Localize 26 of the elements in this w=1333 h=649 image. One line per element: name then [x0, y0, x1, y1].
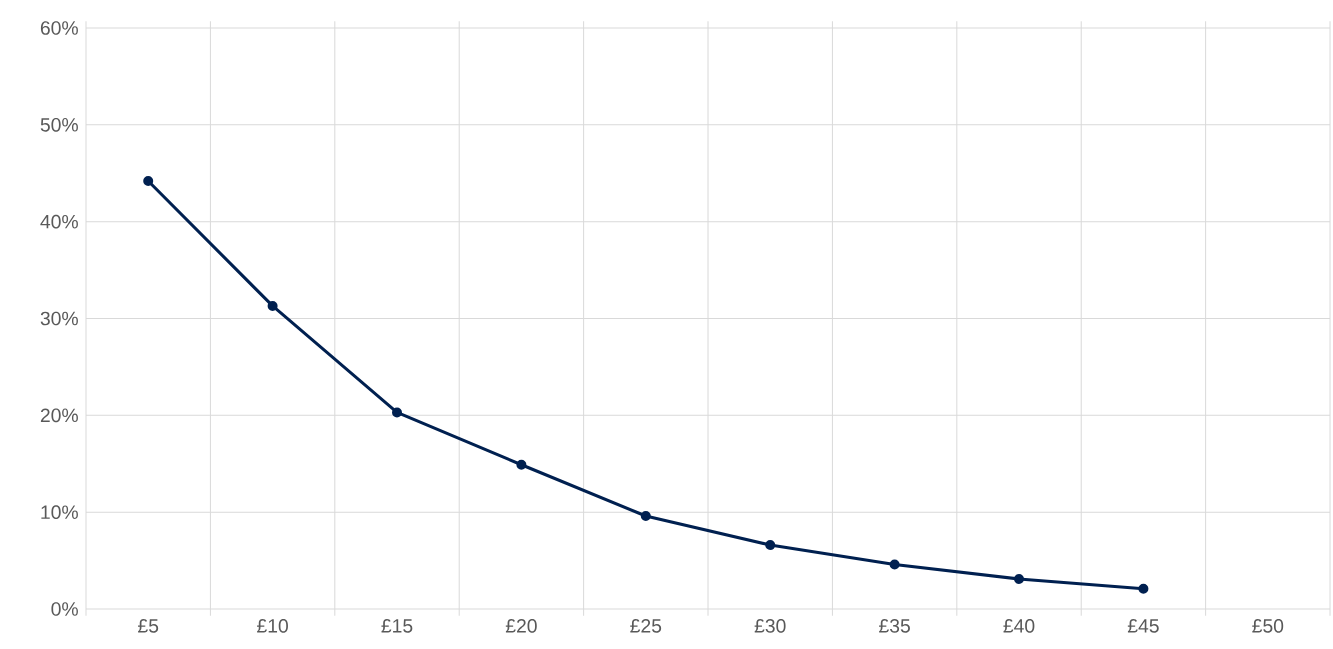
point	[267, 300, 278, 311]
x-tick-label: £5	[137, 619, 159, 633]
x-tick-label: £20	[505, 619, 537, 633]
x-tick-label: £10	[257, 619, 288, 633]
point	[516, 459, 527, 470]
point	[1138, 583, 1149, 594]
x-tick-label: £50	[1252, 619, 1284, 633]
point	[1014, 573, 1025, 584]
y-tick-label: 10%	[41, 505, 78, 520]
x-tick-label: £30	[754, 619, 786, 633]
point	[143, 175, 154, 186]
y-tick-label: 0%	[51, 602, 78, 616]
point	[392, 407, 403, 418]
x-tick-label: £15	[381, 619, 413, 633]
y-tick-label: 40%	[40, 214, 78, 229]
point	[640, 511, 651, 522]
point	[889, 559, 900, 570]
point	[765, 540, 776, 551]
y-tick-label: 30%	[40, 311, 78, 326]
x-tick-label: £45	[1127, 619, 1159, 633]
y-tick-label: 50%	[40, 117, 78, 132]
x-tick-label: £40	[1003, 619, 1035, 633]
y-tick-label: 60%	[40, 21, 78, 35]
x-tick-label: £35	[879, 619, 910, 633]
x-tick-label: £25	[630, 619, 662, 633]
y-tick-label: 20%	[40, 408, 78, 423]
